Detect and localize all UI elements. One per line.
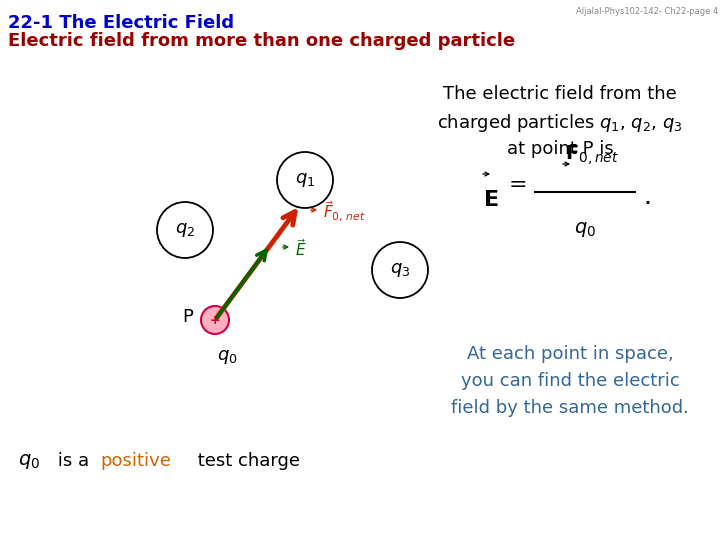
- Text: $q_0$: $q_0$: [217, 348, 238, 366]
- Text: field by the same method.: field by the same method.: [451, 399, 689, 417]
- Text: is a: is a: [52, 452, 95, 470]
- Text: Electric field from more than one charged particle: Electric field from more than one charge…: [8, 32, 515, 50]
- Text: test charge: test charge: [192, 452, 300, 470]
- Text: $q_3$: $q_3$: [390, 261, 410, 279]
- Text: positive: positive: [100, 452, 171, 470]
- Text: $\vec{F}_{0,\,net}$: $\vec{F}_{0,\,net}$: [323, 200, 366, 224]
- Text: .: .: [643, 185, 651, 209]
- Text: $\mathbf{E}$: $\mathbf{E}$: [483, 189, 498, 211]
- Text: $\mathbf{F}_{0,net}$: $\mathbf{F}_{0,net}$: [565, 143, 619, 167]
- Circle shape: [201, 306, 229, 334]
- Text: +: +: [210, 314, 220, 327]
- Text: you can find the electric: you can find the electric: [461, 372, 680, 390]
- Text: At each point in space,: At each point in space,: [467, 345, 673, 363]
- Text: Aljalal-Phys102-142- Ch22-page 4: Aljalal-Phys102-142- Ch22-page 4: [576, 7, 718, 16]
- Text: =: =: [509, 175, 527, 195]
- Text: $q_1$: $q_1$: [295, 171, 315, 189]
- Text: $q_0$: $q_0$: [574, 220, 596, 239]
- Text: $q_0$: $q_0$: [18, 452, 40, 471]
- Text: at point P is: at point P is: [507, 140, 613, 158]
- Text: The electric field from the: The electric field from the: [443, 85, 677, 103]
- Text: $q_2$: $q_2$: [175, 221, 195, 239]
- Text: charged particles $q_1$, $q_2$, $q_3$: charged particles $q_1$, $q_2$, $q_3$: [437, 112, 683, 134]
- Text: 22-1 The Electric Field: 22-1 The Electric Field: [8, 14, 234, 32]
- Text: $\vec{E}$: $\vec{E}$: [295, 239, 307, 260]
- Text: P: P: [182, 308, 193, 326]
